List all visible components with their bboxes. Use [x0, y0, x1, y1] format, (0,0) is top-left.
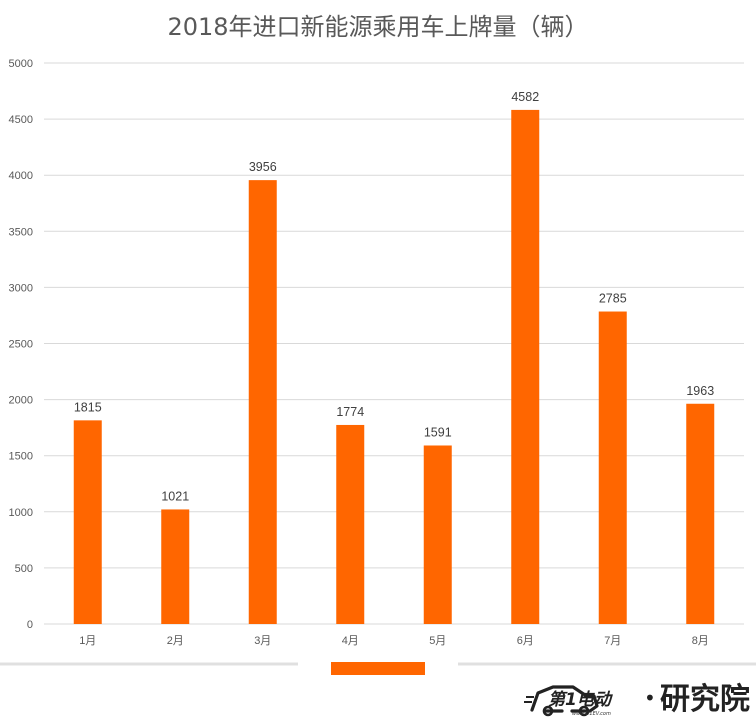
bar	[336, 424, 365, 624]
y-tick-label: 0	[27, 619, 33, 631]
data-label: 4582	[511, 90, 539, 104]
x-tick-label: 7月	[604, 635, 621, 647]
y-tick-label: 2500	[9, 339, 33, 351]
logo-text: 研究院	[660, 682, 750, 717]
x-axis-ticks: 1月 2月 3月 4月 5月 6月 7月 8月	[79, 635, 709, 647]
x-tick-label: 2月	[167, 635, 184, 647]
watermark-logo: 第1电动 www.D1EV.com • 研究院	[524, 682, 750, 717]
bars	[73, 109, 715, 625]
data-label: 3956	[249, 160, 277, 174]
data-label: 1591	[424, 425, 452, 439]
logo-dot: •	[644, 686, 656, 710]
x-tick-label: 1月	[79, 635, 96, 647]
data-label: 1963	[686, 384, 714, 398]
legend-swatch	[331, 662, 425, 675]
bar	[686, 403, 715, 624]
y-tick-label: 3000	[9, 282, 33, 294]
x-tick-label: 3月	[254, 635, 271, 647]
bar	[248, 180, 277, 625]
x-tick-label: 5月	[429, 635, 446, 647]
y-tick-label: 500	[15, 563, 33, 575]
y-tick-label: 3500	[9, 226, 33, 238]
y-tick-label: 1500	[9, 451, 33, 463]
logo-mark: 第1电动	[548, 690, 614, 710]
x-tick-label: 4月	[342, 635, 359, 647]
data-label: 1815	[74, 400, 102, 414]
x-tick-label: 6月	[517, 635, 534, 647]
grid-lines	[44, 62, 744, 625]
y-tick-label: 4500	[9, 114, 33, 126]
y-axis-ticks: 0 500 1000 1500 2000 2500 3000 3500 4000 4500 5000	[9, 58, 33, 631]
data-label: 1774	[336, 405, 364, 419]
y-tick-label: 4000	[9, 170, 33, 182]
data-label: 2785	[599, 292, 627, 306]
data-labels: 1815 1021 3956 1774 1591 4582 2785 1963	[74, 90, 714, 504]
bar	[598, 311, 627, 624]
data-label: 1021	[161, 489, 189, 503]
logo-url: www.D1EV.com	[572, 711, 611, 717]
y-tick-label: 5000	[9, 58, 33, 70]
bar	[73, 420, 102, 624]
car-logo-icon	[524, 685, 599, 717]
bar	[511, 109, 540, 624]
y-tick-label: 2000	[9, 395, 33, 407]
bar	[423, 445, 452, 624]
y-tick-label: 1000	[9, 507, 33, 519]
x-tick-label: 8月	[692, 635, 709, 647]
chart-title: 2018年进口新能源乘用车上牌量（辆）	[167, 13, 588, 41]
bar	[161, 509, 190, 624]
